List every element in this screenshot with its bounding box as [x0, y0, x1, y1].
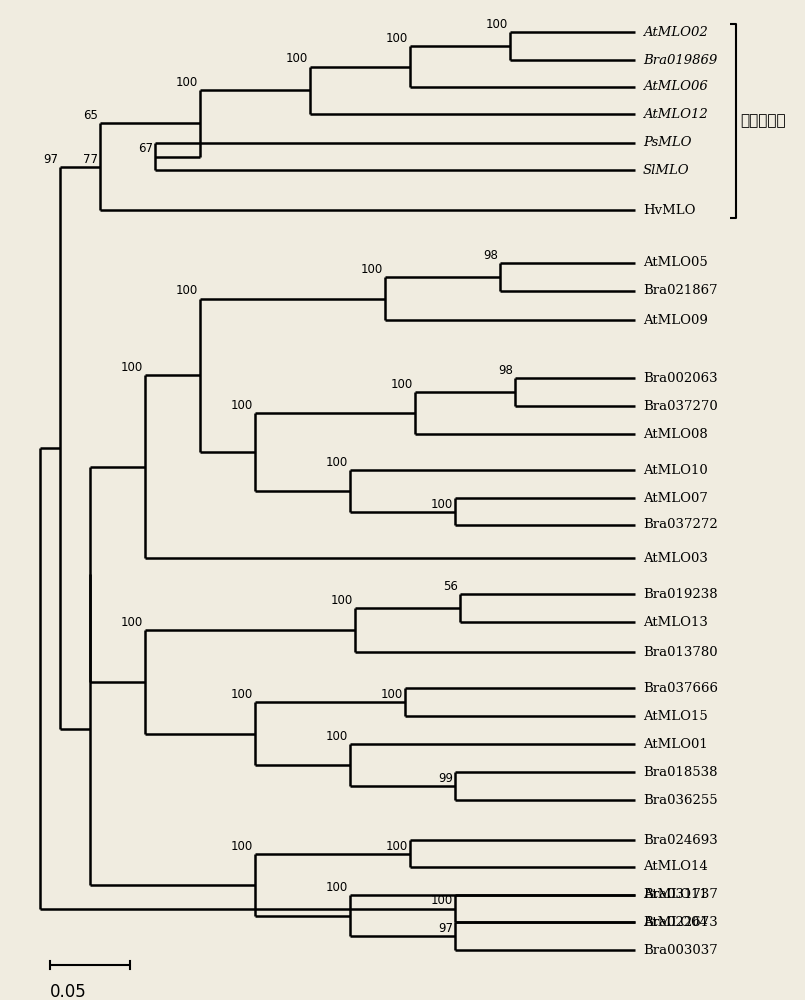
Text: 97: 97	[438, 922, 453, 935]
Text: AtMLO02: AtMLO02	[643, 25, 708, 38]
Text: AtMLO03: AtMLO03	[643, 552, 708, 564]
Text: Bra037270: Bra037270	[643, 399, 718, 412]
Text: 100: 100	[431, 894, 453, 908]
Text: AtMLO13: AtMLO13	[643, 615, 708, 629]
Text: 0.05: 0.05	[50, 983, 87, 1000]
Text: Bra022673: Bra022673	[643, 916, 718, 928]
Text: AtMLO14: AtMLO14	[643, 860, 708, 874]
Text: AtMLO01: AtMLO01	[643, 738, 708, 750]
Text: 99: 99	[438, 772, 453, 785]
Text: 100: 100	[331, 594, 353, 607]
Text: 65: 65	[83, 109, 98, 122]
Text: Bra018538: Bra018538	[643, 766, 717, 778]
Text: AtMLO11: AtMLO11	[643, 888, 708, 902]
Text: 100: 100	[386, 32, 408, 45]
Text: AtMLO05: AtMLO05	[643, 256, 708, 269]
Text: 100: 100	[231, 688, 253, 701]
Text: 100: 100	[361, 263, 383, 276]
Text: AtMLO08: AtMLO08	[643, 428, 708, 440]
Text: 67: 67	[138, 142, 153, 155]
Text: 100: 100	[485, 18, 508, 31]
Text: Bra024693: Bra024693	[643, 834, 718, 846]
Text: 100: 100	[231, 840, 253, 852]
Text: SlMLO: SlMLO	[643, 163, 690, 176]
Text: 100: 100	[326, 730, 348, 743]
Text: 白粉病基因: 白粉病基因	[740, 113, 786, 128]
Text: 98: 98	[498, 364, 513, 377]
Text: Bra002063: Bra002063	[643, 371, 717, 384]
Text: 100: 100	[326, 456, 348, 469]
Text: 100: 100	[286, 52, 308, 66]
Text: Bra019869: Bra019869	[643, 53, 717, 66]
Text: 100: 100	[431, 497, 453, 510]
Text: Bra037272: Bra037272	[643, 518, 718, 532]
Text: AtMLO15: AtMLO15	[643, 710, 708, 722]
Text: 100: 100	[326, 881, 348, 894]
Text: Bra019238: Bra019238	[643, 587, 717, 600]
Text: HvMLO: HvMLO	[643, 204, 696, 217]
Text: 100: 100	[121, 616, 143, 629]
Text: 97: 97	[43, 153, 58, 166]
Text: AtMLO04: AtMLO04	[643, 916, 708, 928]
Text: Bra003037: Bra003037	[643, 944, 718, 956]
Text: Bra036255: Bra036255	[643, 794, 717, 806]
Text: 100: 100	[386, 840, 408, 852]
Text: 100: 100	[231, 399, 253, 412]
Text: 77: 77	[83, 153, 98, 166]
Text: 100: 100	[175, 284, 198, 298]
Text: 100: 100	[381, 688, 403, 701]
Text: Bra013780: Bra013780	[643, 646, 717, 658]
Text: 100: 100	[121, 361, 143, 374]
Text: AtMLO06: AtMLO06	[643, 81, 708, 94]
Text: 56: 56	[443, 580, 458, 593]
Text: AtMLO10: AtMLO10	[643, 464, 708, 477]
Text: 98: 98	[483, 249, 498, 262]
Text: Bra021867: Bra021867	[643, 284, 717, 298]
Text: AtMLO09: AtMLO09	[643, 314, 708, 326]
Text: Bra037666: Bra037666	[643, 682, 718, 694]
Text: Bra031737: Bra031737	[643, 888, 718, 902]
Text: PsMLO: PsMLO	[643, 136, 691, 149]
Text: 100: 100	[175, 76, 198, 89]
Text: 100: 100	[390, 378, 413, 391]
Text: AtMLO07: AtMLO07	[643, 491, 708, 504]
Text: AtMLO12: AtMLO12	[643, 107, 708, 120]
